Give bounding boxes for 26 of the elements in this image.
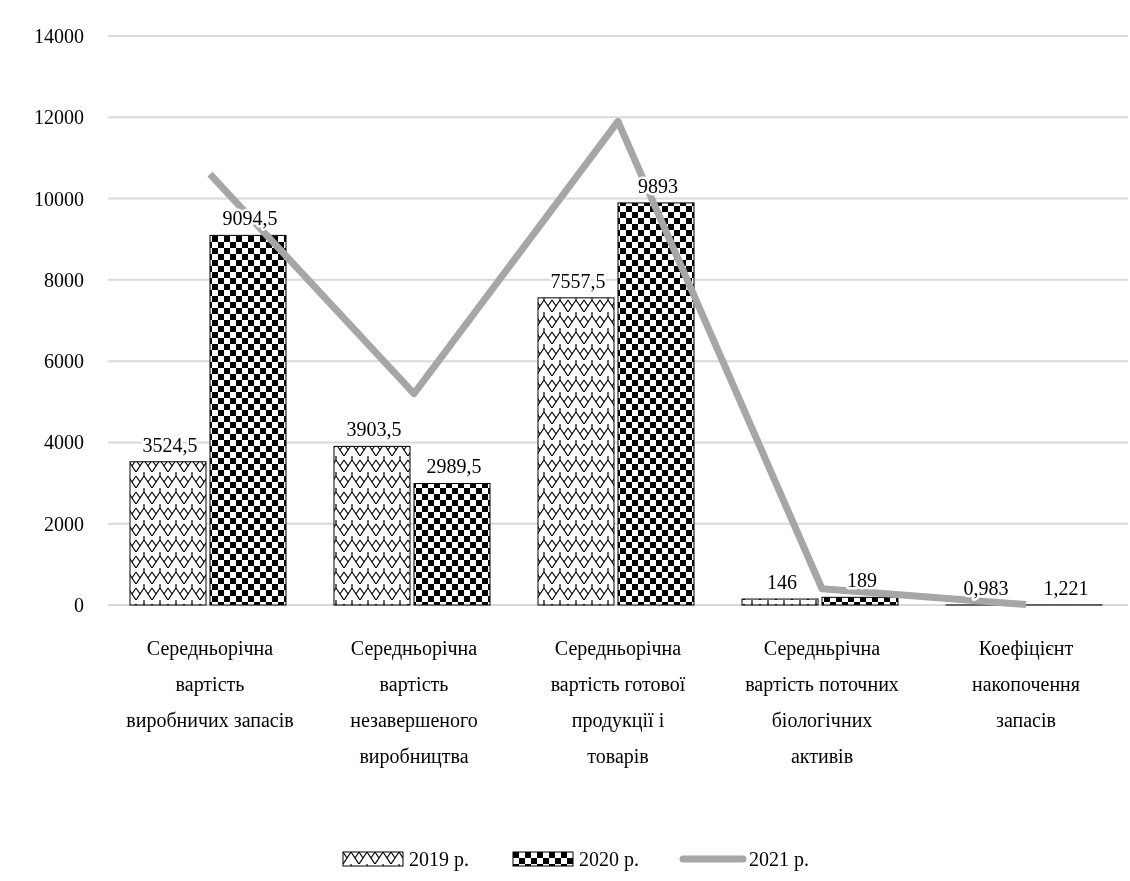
y-tick-label: 10000 xyxy=(34,187,84,210)
y-tick-label: 8000 xyxy=(44,268,84,291)
x-tick-label: Коефіцієнт накопочення запасів xyxy=(971,637,1081,731)
data-label: 7557,5 xyxy=(550,269,606,292)
y-tick-label: 14000 xyxy=(34,25,84,47)
data-label: 189 xyxy=(847,569,877,592)
x-tick-label: Середньорічна вартість готової продукції і товарів xyxy=(550,637,686,768)
y-tick-label: 4000 xyxy=(44,431,84,454)
data-label: 3903,5 xyxy=(346,418,402,441)
x-tick-label: Середньорічна вартість виробничих запасів xyxy=(126,637,294,732)
legend-label: 2019 р. xyxy=(409,848,469,871)
data-label: 9893 xyxy=(638,174,678,197)
data-label: 146 xyxy=(767,571,797,594)
x-tick-label: Середньорічна вартість незавершеного виробництва xyxy=(350,637,478,768)
data-label: 0,983 xyxy=(963,576,1009,599)
data-label: 3524,5 xyxy=(142,433,198,456)
y-tick-label: 6000 xyxy=(44,350,84,373)
legend-label: 2020 р. xyxy=(579,848,639,871)
y-tick-label: 2000 xyxy=(44,512,84,535)
data-label: 9094,5 xyxy=(222,207,278,230)
data-label: 1,221 xyxy=(1043,576,1089,599)
legend-label: 2021 р. xyxy=(749,848,809,871)
y-tick-label: 0 xyxy=(74,594,84,616)
y-tick-label: 12000 xyxy=(34,106,84,129)
data-label: 2989,5 xyxy=(426,455,482,478)
x-tick-label: Середньрічна вартість поточних біологічних активів xyxy=(745,637,899,767)
